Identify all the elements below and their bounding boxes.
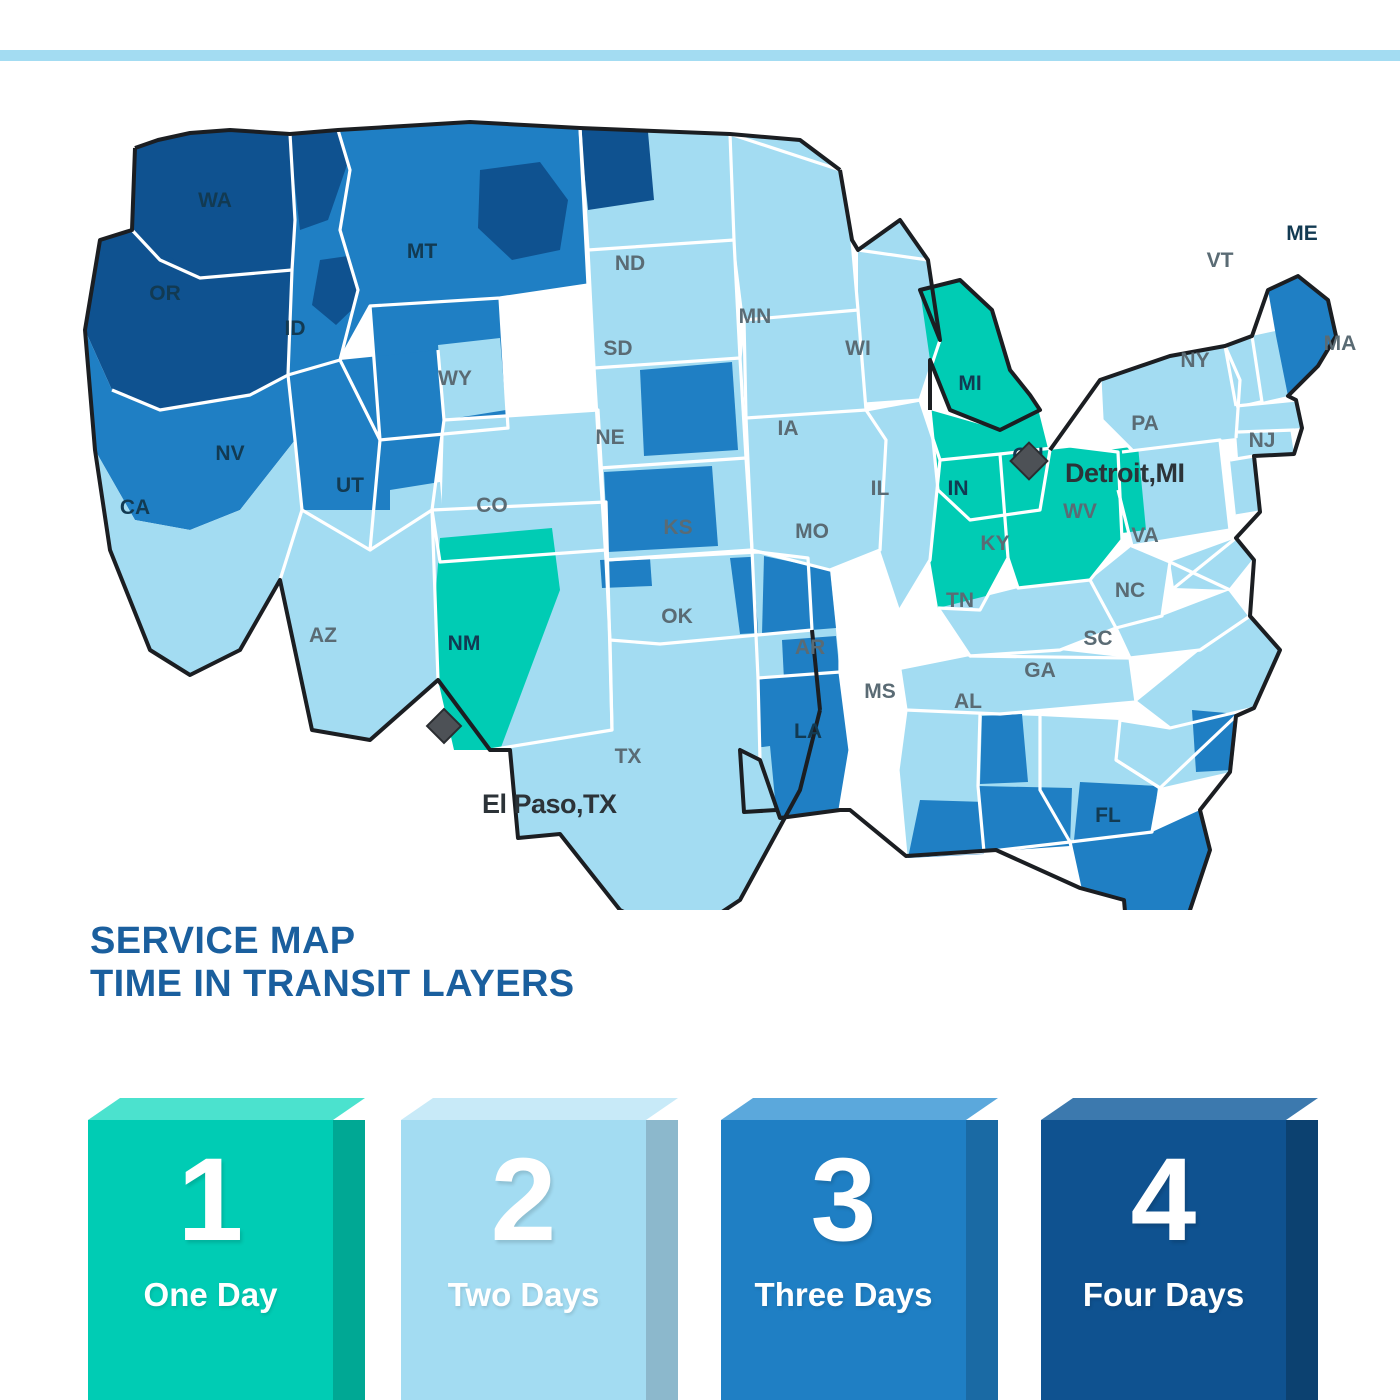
city-label-detroit: Detroit,MI [1065, 458, 1185, 488]
city-label-el-paso: El Paso,TX [482, 789, 617, 819]
svg-text:PA: PA [1131, 412, 1159, 435]
legend-label-4: Four Days [1082, 1276, 1245, 1314]
legend-box-face-1: 1 One Day [88, 1120, 333, 1400]
top-accent-bar [0, 50, 1400, 61]
svg-text:AZ: AZ [309, 624, 337, 647]
legend-label-1: One Day [143, 1276, 278, 1314]
legend-box-top-3 [721, 1098, 998, 1120]
page-title-line-2: TIME IN TRANSIT LAYERS [90, 963, 575, 1006]
map-svg: .d1 { fill:#00CCB4; } /* one day */ .d2 … [83, 120, 1357, 910]
svg-text:GA: GA [1024, 659, 1056, 682]
svg-text:NY: NY [1180, 349, 1209, 372]
svg-text:KY: KY [980, 532, 1009, 555]
svg-text:VA: VA [1131, 524, 1159, 547]
svg-text:AL: AL [954, 690, 982, 713]
legend-box-face-3: 3 Three Days [721, 1120, 966, 1400]
legend-label-2: Two Days [447, 1276, 600, 1314]
svg-text:TN: TN [946, 589, 974, 612]
svg-text:MI: MI [958, 372, 981, 395]
legend-number-2: 2 [490, 1134, 557, 1266]
svg-text:CA: CA [120, 496, 150, 519]
svg-text:KS: KS [663, 516, 692, 539]
page-title-line-1: SERVICE MAP [90, 920, 356, 962]
svg-text:WI: WI [845, 337, 871, 360]
svg-text:NV: NV [215, 442, 244, 465]
svg-text:MT: MT [407, 240, 437, 263]
svg-text:IL: IL [871, 477, 890, 500]
svg-text:MO: MO [795, 520, 829, 543]
legend-item-two-days[interactable]: 2 Two Days [401, 1098, 678, 1400]
legend-box-face-2: 2 Two Days [401, 1120, 646, 1400]
origin-markers [425, 441, 1049, 745]
svg-text:AR: AR [795, 636, 825, 659]
svg-text:IN: IN [948, 477, 969, 500]
svg-text:UT: UT [336, 474, 364, 497]
legend-number-3: 3 [810, 1134, 877, 1266]
legend-label-3: Three Days [754, 1276, 933, 1314]
svg-text:ME: ME [1286, 222, 1318, 245]
legend-item-four-days[interactable]: 4 Four Days [1041, 1098, 1318, 1400]
svg-text:NE: NE [595, 426, 624, 449]
legend-box-side-2 [646, 1120, 678, 1400]
svg-text:FL: FL [1095, 804, 1121, 827]
us-transit-map: .d1 { fill:#00CCB4; } /* one day */ .d2 … [40, 110, 1370, 910]
legend-item-one-day[interactable]: 1 One Day [88, 1098, 365, 1400]
legend-item-three-days[interactable]: 3 Three Days [721, 1098, 998, 1400]
svg-text:NM: NM [448, 632, 481, 655]
legend-number-1: 1 [177, 1134, 244, 1266]
svg-text:VT: VT [1207, 249, 1234, 272]
transit-legend: 1 One Day 2 Two Days [88, 1098, 1328, 1400]
svg-text:ID: ID [285, 317, 306, 340]
legend-box-side-1 [333, 1120, 365, 1400]
svg-text:IA: IA [778, 417, 799, 440]
svg-text:OR: OR [149, 282, 181, 305]
map-outline [83, 120, 1338, 910]
svg-text:MS: MS [864, 680, 896, 703]
svg-text:OK: OK [661, 605, 693, 628]
elpaso-diamond-marker [425, 707, 463, 745]
legend-box-side-3 [966, 1120, 998, 1400]
svg-text:MA: MA [1324, 332, 1357, 355]
svg-text:WA: WA [198, 189, 232, 212]
svg-text:SC: SC [1083, 627, 1112, 650]
svg-text:CO: CO [476, 494, 508, 517]
legend-number-4: 4 [1130, 1134, 1197, 1266]
svg-text:WY: WY [438, 367, 472, 390]
svg-text:NJ: NJ [1249, 429, 1276, 452]
svg-text:LA: LA [794, 720, 822, 743]
page-title: SERVICE MAP TIME IN TRANSIT LAYERS [90, 920, 575, 1007]
legend-box-top-4 [1041, 1098, 1318, 1120]
detroit-diamond-marker [1009, 441, 1049, 481]
map-state-labels: WA OR ID MT ND MN WI MI NY VT ME MA NJ P… [120, 189, 1357, 827]
svg-text:ND: ND [615, 252, 645, 275]
svg-text:TX: TX [615, 745, 642, 768]
legend-box-top-2 [401, 1098, 678, 1120]
legend-box-top-1 [88, 1098, 365, 1120]
legend-box-face-4: 4 Four Days [1041, 1120, 1286, 1400]
svg-text:WV: WV [1063, 500, 1097, 523]
svg-text:SD: SD [603, 337, 632, 360]
svg-text:MN: MN [739, 305, 772, 328]
svg-text:NC: NC [1115, 579, 1145, 602]
legend-box-side-4 [1286, 1120, 1318, 1400]
